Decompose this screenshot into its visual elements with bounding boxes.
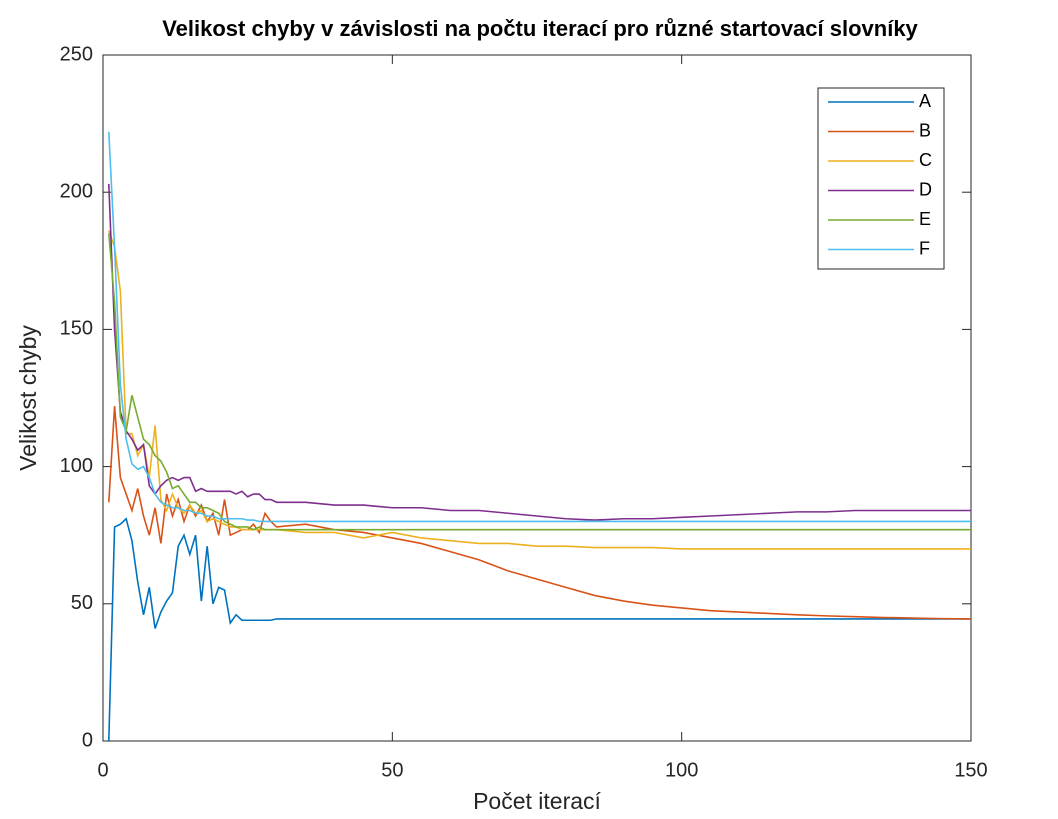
chart-title: Velikost chyby v závislosti na počtu ite… — [162, 16, 918, 41]
series-line — [107, 517, 971, 742]
x-axis-label: Počet iterací — [473, 788, 601, 814]
legend-box — [817, 87, 945, 270]
series-line — [108, 230, 971, 550]
series-line — [107, 183, 971, 521]
x-tick-label: 50 — [381, 759, 403, 781]
plot-frame — [102, 54, 972, 742]
series-line — [107, 131, 971, 523]
y-tick-label: 150 — [60, 318, 93, 340]
legend-label: D — [919, 179, 932, 199]
legend-label: F — [919, 238, 930, 258]
y-tick-label: 100 — [60, 455, 93, 477]
y-tick-label: 200 — [60, 180, 93, 202]
legend-label: B — [919, 120, 931, 140]
x-tick-label: 100 — [665, 759, 698, 781]
legend-label: A — [919, 91, 931, 111]
x-tick-label: 0 — [97, 759, 108, 781]
series-line — [107, 233, 971, 531]
series-line — [107, 406, 972, 620]
legend-label: E — [919, 209, 931, 229]
y-tick-label: 0 — [82, 729, 93, 751]
legend-label: C — [919, 150, 932, 170]
y-tick-label: 50 — [71, 592, 93, 614]
y-axis-label: Velikost chyby — [15, 325, 41, 471]
y-tick-label: 250 — [60, 43, 93, 65]
x-tick-label: 150 — [954, 759, 987, 781]
